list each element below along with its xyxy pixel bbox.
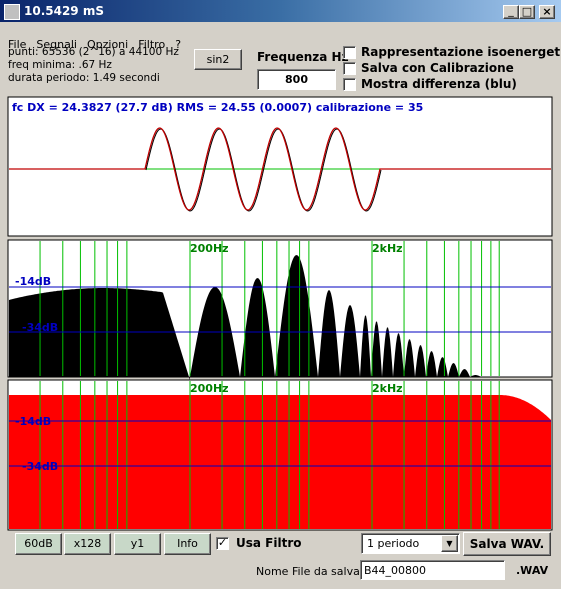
option-label: Mostra differenza (blu) <box>361 77 517 91</box>
button[interactable]: x128 <box>64 533 111 555</box>
frequency-input[interactable]: 800 <box>257 69 336 90</box>
extension-label: .WAV <box>516 564 549 577</box>
dropdown-arrow[interactable]: ▼ <box>441 535 458 552</box>
waveform-button[interactable]: sin2 <box>194 49 242 70</box>
button[interactable]: Info <box>164 533 211 555</box>
period-select[interactable]: 1 periodo <box>361 533 460 554</box>
checkbox[interactable] <box>343 46 356 59</box>
waveform-panel <box>7 96 553 237</box>
checkbox[interactable] <box>343 78 356 91</box>
filename-label: Nome File da salvare <box>256 565 371 578</box>
info-line: freq minima: .67 Hz <box>8 59 112 71</box>
maximize[interactable]: □ <box>519 5 535 19</box>
info-line: durata periodo: 1.49 secondi <box>8 72 160 84</box>
period-value: 1 periodo <box>367 537 420 550</box>
close[interactable]: × <box>539 5 555 19</box>
save-button[interactable]: Salva WAV. <box>463 532 551 556</box>
button[interactable]: 60dB <box>15 533 62 555</box>
menu-bar: File Segnali Opzioni Filtro? <box>8 25 191 51</box>
freq-label: 2kHz <box>372 242 403 255</box>
filter-label: Usa Filtro <box>236 536 302 550</box>
option-label: Salva con Calibrazione <box>361 61 514 75</box>
menu-item[interactable]: Segnali <box>36 38 77 51</box>
button[interactable]: y1 <box>114 533 161 555</box>
menu-item[interactable]: ? <box>175 38 182 51</box>
menu-item[interactable]: File <box>8 38 27 51</box>
waveform <box>9 127 551 211</box>
filter-response <box>9 395 551 529</box>
filename-input[interactable]: B44_00800 <box>360 560 505 580</box>
title-bar <box>0 0 561 22</box>
freq-label: 2kHz <box>372 382 403 395</box>
menu-item[interactable]: Filtro <box>138 38 166 51</box>
db-label: -34dB <box>22 321 58 334</box>
filter-checkbox[interactable]: ✓ <box>216 536 229 550</box>
db-label: -34dB <box>22 460 58 473</box>
db-label: -14dB <box>15 415 51 428</box>
waveform-header: fc DX = 24.3827 (27.7 dB) RMS = 24.55 (0… <box>12 101 423 114</box>
checkbox[interactable] <box>343 62 356 75</box>
freq-label: 200Hz <box>190 382 229 395</box>
option-label: Rappresentazione isoenergetica <box>361 45 561 59</box>
minimize[interactable]: _ <box>503 5 519 19</box>
menu-item[interactable]: Opzioni <box>86 38 129 51</box>
db-label: -14dB <box>15 275 51 288</box>
freq-label: 200Hz <box>190 242 229 255</box>
info-line: punti: 65536 (2^16) a 44100 Hz <box>8 46 179 58</box>
window-title: 10.5429 mS <box>24 4 104 18</box>
app-icon <box>4 4 20 20</box>
